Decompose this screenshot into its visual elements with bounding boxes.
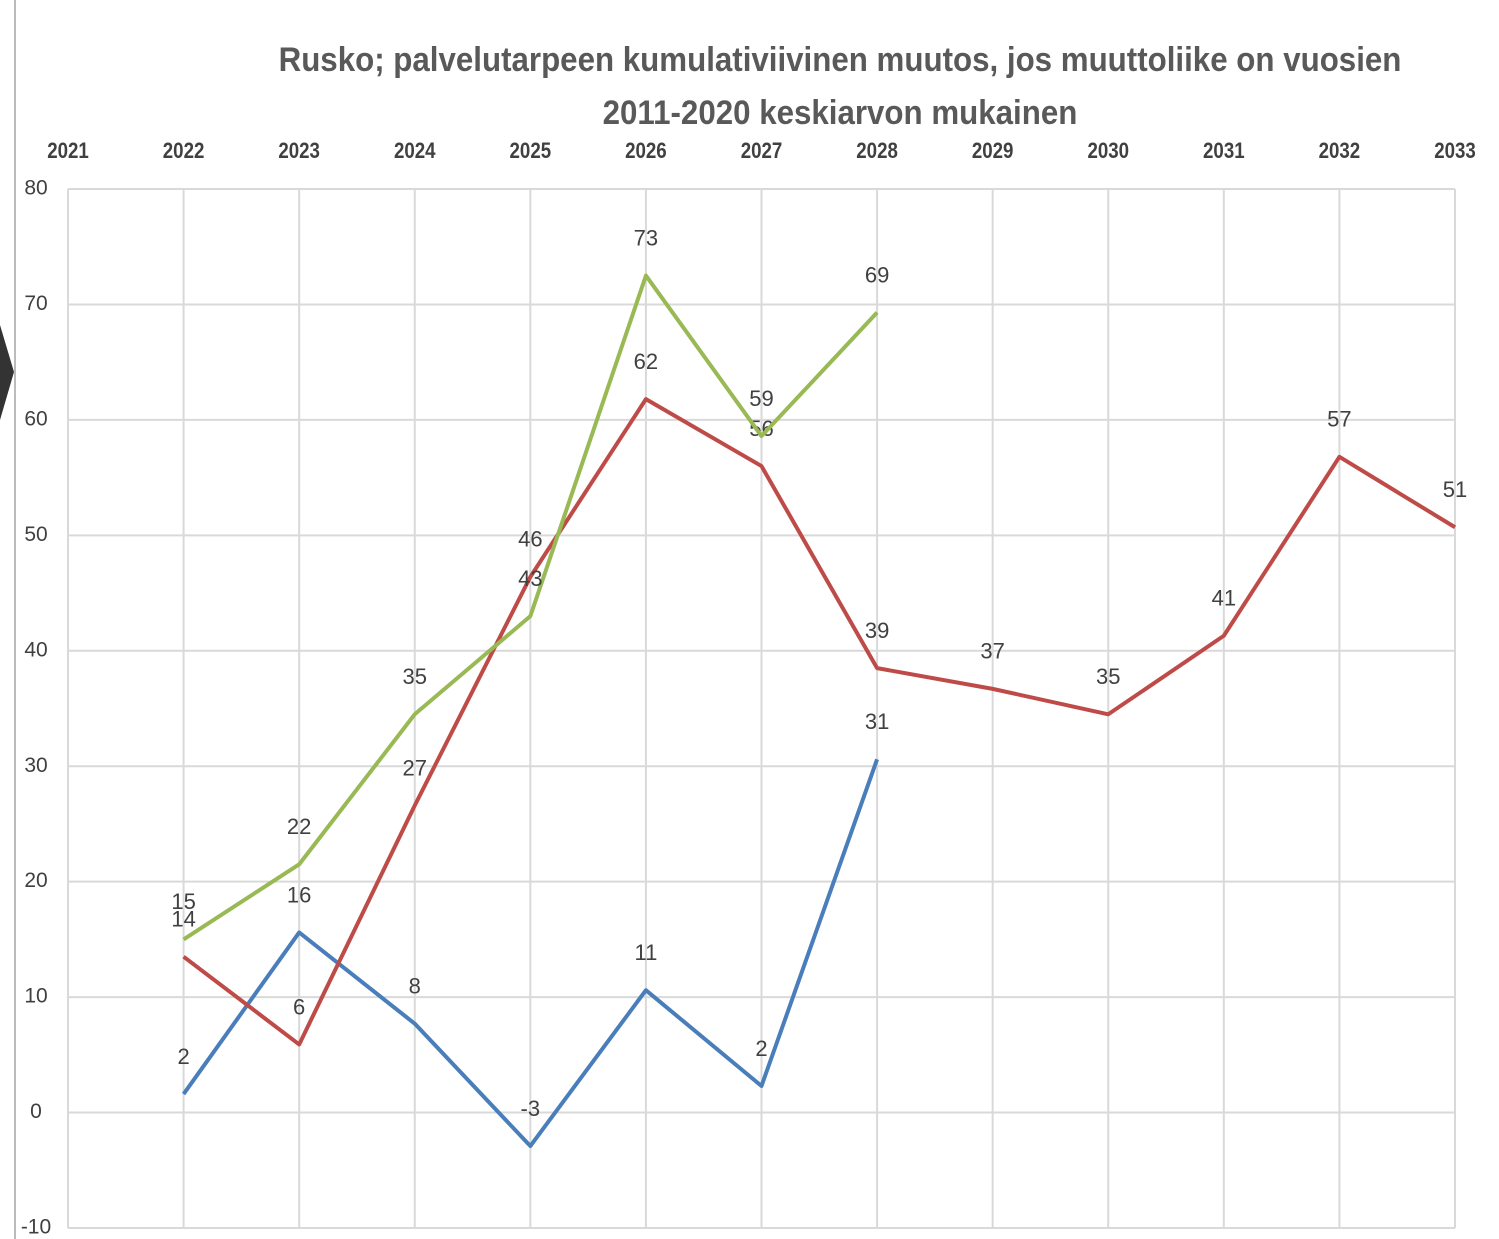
- data-label: 35: [1096, 664, 1120, 689]
- data-label: 73: [634, 225, 658, 250]
- data-label: 31: [865, 709, 889, 734]
- x-tick-label: 2030: [1087, 139, 1129, 163]
- y-tick-label: -10: [21, 1216, 51, 1239]
- series-line: [182, 273, 879, 942]
- data-label: 57: [1327, 407, 1351, 432]
- series-line: [182, 397, 1457, 1047]
- x-tick-label: 2028: [856, 139, 898, 163]
- y-tick-label: 40: [24, 638, 47, 661]
- chart-title: Rusko; palvelutarpeen kumulativiivinen m…: [278, 41, 1402, 132]
- x-tick-label: 2024: [394, 139, 436, 163]
- x-tick-label: 2029: [972, 139, 1014, 163]
- x-tick-label: 2026: [625, 139, 667, 163]
- data-label: 11: [634, 940, 657, 965]
- y-tick-label: 80: [24, 177, 47, 200]
- x-tick-label: 2023: [278, 139, 320, 163]
- x-tick-label: 2033: [1434, 139, 1476, 163]
- x-tick-label: 2027: [741, 139, 783, 163]
- data-label: 16: [287, 882, 311, 907]
- y-tick-label: 30: [24, 754, 47, 777]
- data-label: 22: [287, 814, 311, 839]
- data-label: 6: [293, 994, 305, 1019]
- x-tick-label: 2025: [510, 139, 552, 163]
- data-label: 69: [865, 262, 889, 287]
- y-tick-label: 0: [30, 1100, 42, 1123]
- data-label: 39: [865, 618, 889, 643]
- data-label: 43: [518, 566, 542, 591]
- data-label: 15: [171, 889, 195, 914]
- x-tick-label: 2022: [163, 139, 205, 163]
- data-label: 62: [634, 349, 658, 374]
- data-label: 27: [403, 755, 427, 780]
- y-tick-label: 20: [24, 869, 47, 892]
- y-tick-label: 50: [24, 523, 47, 546]
- data-label: 41: [1212, 586, 1236, 611]
- data-label: 46: [518, 527, 542, 552]
- side-arrow: [0, 325, 14, 420]
- data-label: 2: [177, 1044, 189, 1069]
- y-tick-label: 10: [24, 985, 47, 1008]
- data-label: 51: [1443, 477, 1467, 502]
- series-line: [181, 758, 879, 1149]
- x-tick-label: 2032: [1319, 139, 1361, 163]
- x-tick-label: 2021: [47, 139, 89, 163]
- data-label: 35: [403, 664, 427, 689]
- data-label: -3: [521, 1096, 541, 1121]
- data-label: 37: [980, 639, 1004, 664]
- x-tick-label: 2031: [1203, 139, 1245, 163]
- data-label: 8: [409, 973, 421, 998]
- data-label: 59: [749, 386, 773, 411]
- data-label: 2: [755, 1036, 767, 1061]
- data-label: 14: [171, 907, 195, 932]
- y-tick-label: 70: [24, 292, 47, 315]
- y-tick-label: 60: [24, 407, 47, 430]
